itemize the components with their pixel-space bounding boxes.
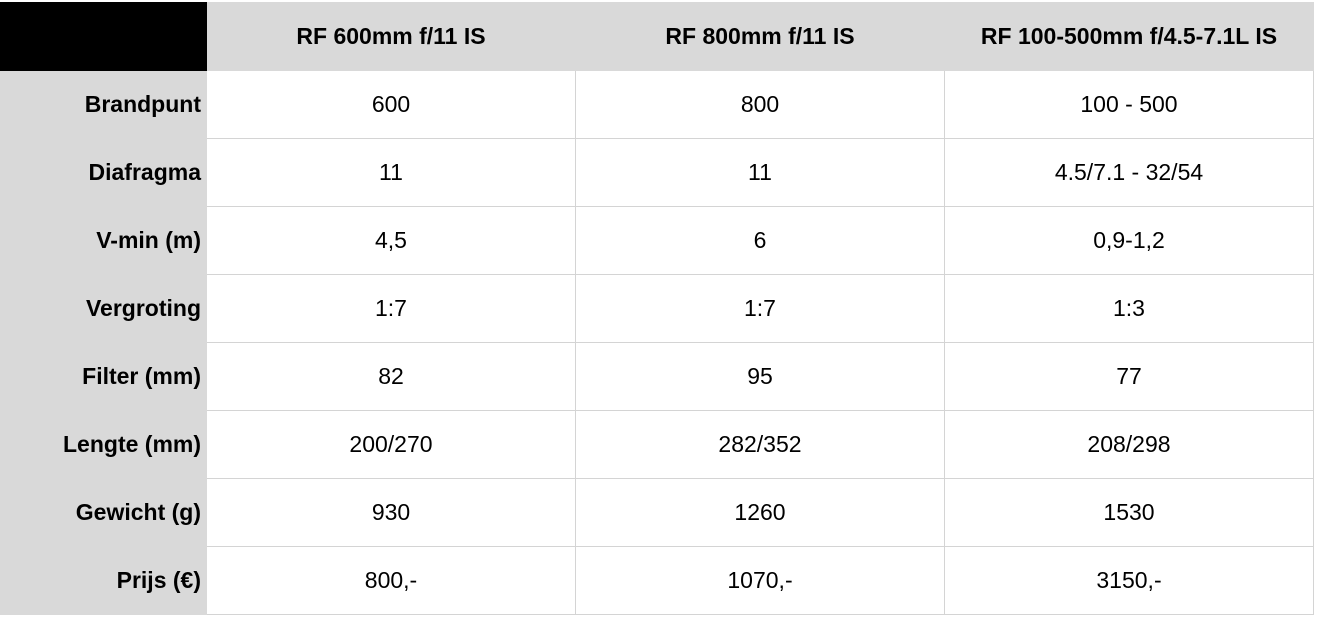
table-cell: 3150,-	[944, 546, 1314, 615]
table-cell: 77	[944, 342, 1314, 411]
table-cell: 100 - 500	[944, 70, 1314, 139]
table-row: Lengte (mm) 200/270 282/352 208/298	[0, 410, 1314, 479]
table-cell: 930	[206, 478, 576, 547]
table-cell: 6	[575, 206, 945, 275]
table-cell: 282/352	[575, 410, 945, 479]
table-cell: 11	[206, 138, 576, 207]
table-row: Vergroting 1:7 1:7 1:3	[0, 274, 1314, 343]
table-cell: 4.5/7.1 - 32/54	[944, 138, 1314, 207]
table-row: V-min (m) 4,5 6 0,9-1,2	[0, 206, 1314, 275]
header-row: RF 600mm f/11 IS RF 800mm f/11 IS RF 100…	[0, 2, 1314, 71]
row-label: Prijs (€)	[0, 546, 207, 615]
row-label: Diafragma	[0, 138, 207, 207]
table-cell: 800	[575, 70, 945, 139]
row-label: V-min (m)	[0, 206, 207, 275]
column-header: RF 100-500mm f/4.5-7.1L IS	[944, 2, 1314, 71]
table-cell: 95	[575, 342, 945, 411]
table-cell: 1260	[575, 478, 945, 547]
table-row: Filter (mm) 82 95 77	[0, 342, 1314, 411]
row-label: Vergroting	[0, 274, 207, 343]
table-cell: 800,-	[206, 546, 576, 615]
table-row: Brandpunt 600 800 100 - 500	[0, 70, 1314, 139]
table-row: Gewicht (g) 930 1260 1530	[0, 478, 1314, 547]
row-label: Filter (mm)	[0, 342, 207, 411]
table-cell: 1:7	[206, 274, 576, 343]
row-label: Lengte (mm)	[0, 410, 207, 479]
table-cell: 1:3	[944, 274, 1314, 343]
table-cell: 1530	[944, 478, 1314, 547]
table-cell: 208/298	[944, 410, 1314, 479]
table-cell: 11	[575, 138, 945, 207]
row-label: Gewicht (g)	[0, 478, 207, 547]
column-header: RF 800mm f/11 IS	[575, 2, 945, 71]
table-cell: 4,5	[206, 206, 576, 275]
table-cell: 600	[206, 70, 576, 139]
table-cell: 82	[206, 342, 576, 411]
table-cell: 1070,-	[575, 546, 945, 615]
table-cell: 1:7	[575, 274, 945, 343]
table-row: Prijs (€) 800,- 1070,- 3150,-	[0, 546, 1314, 615]
corner-cell	[0, 2, 207, 71]
table-cell: 0,9-1,2	[944, 206, 1314, 275]
row-label: Brandpunt	[0, 70, 207, 139]
table-row: Diafragma 11 11 4.5/7.1 - 32/54	[0, 138, 1314, 207]
column-header: RF 600mm f/11 IS	[206, 2, 576, 71]
table-cell: 200/270	[206, 410, 576, 479]
